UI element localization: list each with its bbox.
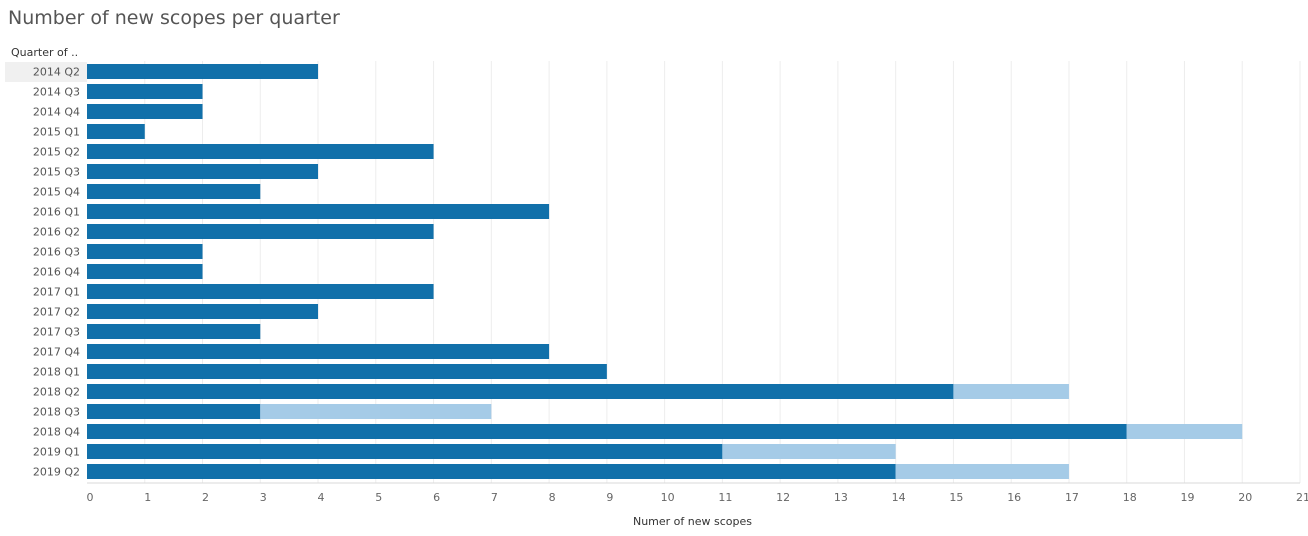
category-label: 2014 Q2 — [33, 66, 80, 79]
bar-2018-q2-s0[interactable] — [87, 384, 954, 399]
x-tick-label: 16 — [1007, 491, 1021, 504]
bar-2014-q4-s0[interactable] — [87, 104, 203, 119]
category-label: 2016 Q2 — [33, 226, 80, 239]
category-label: 2018 Q2 — [33, 386, 80, 399]
bar-2019-q1-s0[interactable] — [87, 444, 723, 459]
x-tick-label: 18 — [1123, 491, 1137, 504]
chart-title: Number of new scopes per quarter — [8, 7, 340, 29]
x-tick-label: 20 — [1238, 491, 1252, 504]
y-axis-header[interactable]: Quarter of .. — [11, 46, 79, 59]
bar-2016-q3-s0[interactable] — [87, 244, 203, 259]
category-label: 2017 Q3 — [33, 326, 80, 339]
bar-2015-q1-s0[interactable] — [87, 124, 145, 139]
bar-2018-q3-s0[interactable] — [87, 404, 261, 419]
bar-2018-q4-s1[interactable] — [1126, 424, 1243, 439]
category-label: 2017 Q2 — [33, 306, 80, 319]
category-label: 2019 Q2 — [33, 466, 80, 479]
bar-2016-q4-s0[interactable] — [87, 264, 203, 279]
category-label: 2015 Q1 — [33, 126, 80, 139]
x-tick-label: 2 — [202, 491, 209, 504]
x-tick-labels: 0 1 2 3 4 5 6 7 8 9 10 11 12 13 14 15 16 17 18 19 20 21 — [87, 491, 1308, 504]
category-labels: 2014 Q2 2014 Q3 2014 Q4 2015 Q1 2015 Q2 2015 … — [33, 66, 80, 479]
category-label: 2018 Q3 — [33, 406, 80, 419]
category-label: 2014 Q3 — [33, 86, 80, 99]
grid-lines — [87, 61, 1301, 484]
bar-2015-q4-s0[interactable] — [87, 184, 261, 199]
category-label: 2016 Q1 — [33, 206, 80, 219]
category-label: 2015 Q4 — [33, 186, 80, 199]
x-axis-title: Numer of new scopes — [632, 515, 753, 528]
category-label: 2016 Q3 — [33, 246, 80, 259]
bar-2015-q3-s0[interactable] — [87, 164, 319, 179]
x-tick-label: 14 — [892, 491, 906, 504]
bar-2018-q1-s0[interactable] — [87, 364, 607, 379]
category-label: 2019 Q1 — [33, 446, 80, 459]
bar-2016-q2-s0[interactable] — [87, 224, 434, 239]
bar-2019-q2-s0[interactable] — [87, 464, 896, 479]
bar-2015-q2-s0[interactable] — [87, 144, 434, 159]
category-label: 2017 Q1 — [33, 286, 80, 299]
bar-2017-q1-s0[interactable] — [87, 284, 434, 299]
x-tick-label: 4 — [318, 491, 325, 504]
x-tick-label: 13 — [834, 491, 848, 504]
category-label: 2015 Q2 — [33, 146, 80, 159]
bar-2014-q2-s0[interactable] — [87, 64, 319, 79]
bar-2019-q2-s1[interactable] — [895, 464, 1069, 479]
x-tick-label: 0 — [87, 491, 94, 504]
category-label: 2017 Q4 — [33, 346, 80, 359]
x-tick-label: 6 — [433, 491, 440, 504]
x-tick-label: 1 — [144, 491, 151, 504]
x-tick-label: 7 — [491, 491, 498, 504]
x-tick-label: 8 — [549, 491, 556, 504]
row-highlight — [5, 62, 87, 82]
bar-2018-q3-s1[interactable] — [260, 404, 492, 419]
bar-2018-q4-s0[interactable] — [87, 424, 1127, 439]
x-tick-label: 15 — [949, 491, 963, 504]
x-tick-label: 9 — [606, 491, 613, 504]
x-tick-label: 17 — [1065, 491, 1079, 504]
category-label: 2018 Q1 — [33, 366, 80, 379]
x-tick-label: 11 — [718, 491, 732, 504]
x-tick-label: 12 — [776, 491, 790, 504]
bar-2018-q2-s1[interactable] — [953, 384, 1069, 399]
bar-2014-q3-s0[interactable] — [87, 84, 203, 99]
category-label: 2015 Q3 — [33, 166, 80, 179]
bar-2017-q4-s0[interactable] — [87, 344, 550, 359]
bar-2019-q1-s1[interactable] — [722, 444, 896, 459]
category-label: 2018 Q4 — [33, 426, 80, 439]
x-tick-label: 3 — [260, 491, 267, 504]
x-tick-label: 5 — [375, 491, 382, 504]
bar-2016-q1-s0[interactable] — [87, 204, 550, 219]
x-tick-label: 21 — [1296, 491, 1308, 504]
bars — [87, 64, 1243, 479]
x-tick-label: 10 — [661, 491, 675, 504]
bar-2017-q2-s0[interactable] — [87, 304, 319, 319]
category-label: 2014 Q4 — [33, 106, 80, 119]
category-label: 2016 Q4 — [33, 266, 80, 279]
x-tick-label: 19 — [1180, 491, 1194, 504]
bar-2017-q3-s0[interactable] — [87, 324, 261, 339]
